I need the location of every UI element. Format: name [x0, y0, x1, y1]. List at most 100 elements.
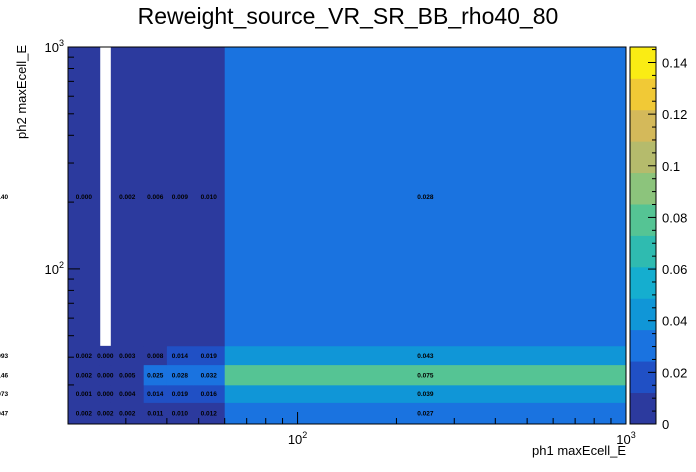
cell-value-label: 0.039 [417, 391, 434, 398]
colorbar-segment [630, 141, 656, 174]
cell-value-label: 0.140 [0, 194, 9, 201]
heatmap-cell [166, 384, 194, 403]
heatmap-cell [192, 47, 226, 347]
colorbar-segment [630, 204, 656, 236]
plot-frame [67, 46, 627, 425]
cell-value-label: 0.014 [147, 391, 164, 398]
cell-value-label: 0.047 [0, 411, 9, 418]
heatmap-cell [166, 402, 194, 425]
cell-value-label: 0.012 [201, 411, 218, 418]
heatmap-cell [143, 402, 168, 425]
heatmap-cell [224, 47, 627, 347]
colorbar-tick-label: 0.1 [662, 159, 680, 174]
cell-value-label: 0.000 [97, 391, 114, 398]
colorbar-segment [630, 298, 656, 331]
x-tick-label: 103 [616, 430, 635, 447]
heatmap-cell [224, 345, 627, 366]
cell-value-label: 0.004 [119, 391, 136, 398]
cell-value-label: 0.025 [147, 372, 164, 379]
colorbar-segment [630, 392, 656, 425]
cell-value-label: 0.019 [201, 353, 218, 360]
cell-value-label: 0.146 [0, 372, 9, 379]
cell-value-label: 0.075 [417, 372, 434, 379]
cell-value-label: 0.002 [76, 411, 93, 418]
cell-value-label: 0.003 [119, 353, 136, 360]
colorbar-segment [630, 78, 656, 111]
heatmap-cell [192, 345, 226, 366]
heatmap-cell [192, 402, 226, 425]
heatmap-cell [110, 364, 145, 386]
heatmap-cell [143, 384, 168, 403]
colorbar-tick-label: 0.02 [662, 365, 687, 380]
cell-value-label: 0.011 [147, 411, 163, 418]
cell-value-label: 0.032 [201, 372, 218, 379]
colorbar-tick-label: 0.12 [662, 107, 687, 122]
heatmap-cell [68, 47, 101, 347]
colorbar-frame [629, 46, 657, 425]
cell-value-label: 0.008 [147, 353, 164, 360]
heatmap-cell [166, 364, 194, 386]
heatmap-cell [166, 47, 194, 347]
cell-value-label: 0.028 [172, 372, 189, 379]
cell-value-label: 0.010 [172, 411, 189, 418]
heatmap-cell [192, 364, 226, 386]
heatmap-cell [192, 384, 226, 403]
heatmap-cell [68, 345, 101, 366]
heatmap-cell [68, 364, 101, 386]
cell-value-label: 0.043 [417, 353, 434, 360]
heatmap-cell [99, 364, 112, 386]
cell-value-label: 0.010 [201, 194, 218, 201]
cell-value-label: 0.002 [119, 411, 136, 418]
colorbar-tick-label: 0.04 [662, 314, 687, 329]
colorbar-tick-label: 0 [662, 417, 669, 432]
cell-value-label: 0.001 [76, 391, 93, 398]
cell-value-label: 0.014 [172, 353, 189, 360]
cell-value-label: 0.016 [201, 391, 218, 398]
heatmap-cell [110, 402, 145, 425]
heatmap-cell [224, 402, 627, 425]
cell-value-label: 0.006 [147, 194, 164, 201]
colorbar-segment [630, 235, 656, 268]
colorbar: 0 0.02 0.04 0.06 0.08 0.1 0.12 0.14 [629, 46, 687, 432]
x-tick-label: 102 [288, 430, 307, 447]
cell-value-label: 0.073 [0, 391, 9, 398]
cell-value-label: 0.002 [76, 353, 93, 360]
heatmap-cell [68, 384, 101, 403]
cell-value-label: 0.028 [417, 194, 434, 201]
heatmap-cell [224, 384, 627, 403]
heatmap-cell [99, 345, 112, 366]
colorbar-tick-label: 0.14 [662, 55, 687, 70]
heatmap-cell [68, 402, 101, 425]
heatmap-cell [224, 364, 627, 386]
cell-value-label: 0.005 [119, 372, 136, 379]
heatmap-cell [143, 345, 168, 366]
y-tick-label: 103 [45, 38, 64, 55]
axes: 102 103 102 103 [45, 38, 636, 447]
colorbar-segment [630, 172, 656, 205]
colorbar-tick-label: 0.08 [662, 210, 687, 225]
heatmap-cell [166, 345, 194, 366]
cell-value-label: 0.009 [172, 194, 189, 201]
cell-value-label: 0.000 [97, 353, 114, 360]
heatmap-cell [110, 345, 145, 366]
cell-value-label: 0.027 [417, 411, 434, 418]
colorbar-segment [630, 266, 656, 299]
cell-value-label: 0.002 [97, 411, 114, 418]
cell-value-label: 0.093 [0, 353, 9, 360]
x-axis-label: ph1 maxEcell_E [532, 443, 626, 458]
cell-value-label: 0.002 [119, 194, 136, 201]
cell-value-label: 0.000 [76, 194, 93, 201]
heatmap-cell [110, 384, 145, 403]
chart-title: Reweight_source_VR_SR_BB_rho40_80 [138, 3, 559, 29]
heatmap-cell [110, 47, 145, 347]
cell-value-label: 0.019 [172, 391, 189, 398]
heatmap-cell [99, 384, 112, 403]
colorbar-tick-label: 0.06 [662, 262, 687, 277]
heatmap-cell [143, 47, 168, 347]
cell-value-label: 0.002 [76, 372, 93, 379]
heatmap-cell [143, 364, 168, 386]
y-axis-label: ph2 maxEcell_E [14, 45, 29, 139]
heatmap-cells [68, 47, 627, 425]
heatmap-cell-labels: 0.002 0.002 0.002 0.011 0.010 0.012 0.027 0.047… [0, 194, 434, 418]
